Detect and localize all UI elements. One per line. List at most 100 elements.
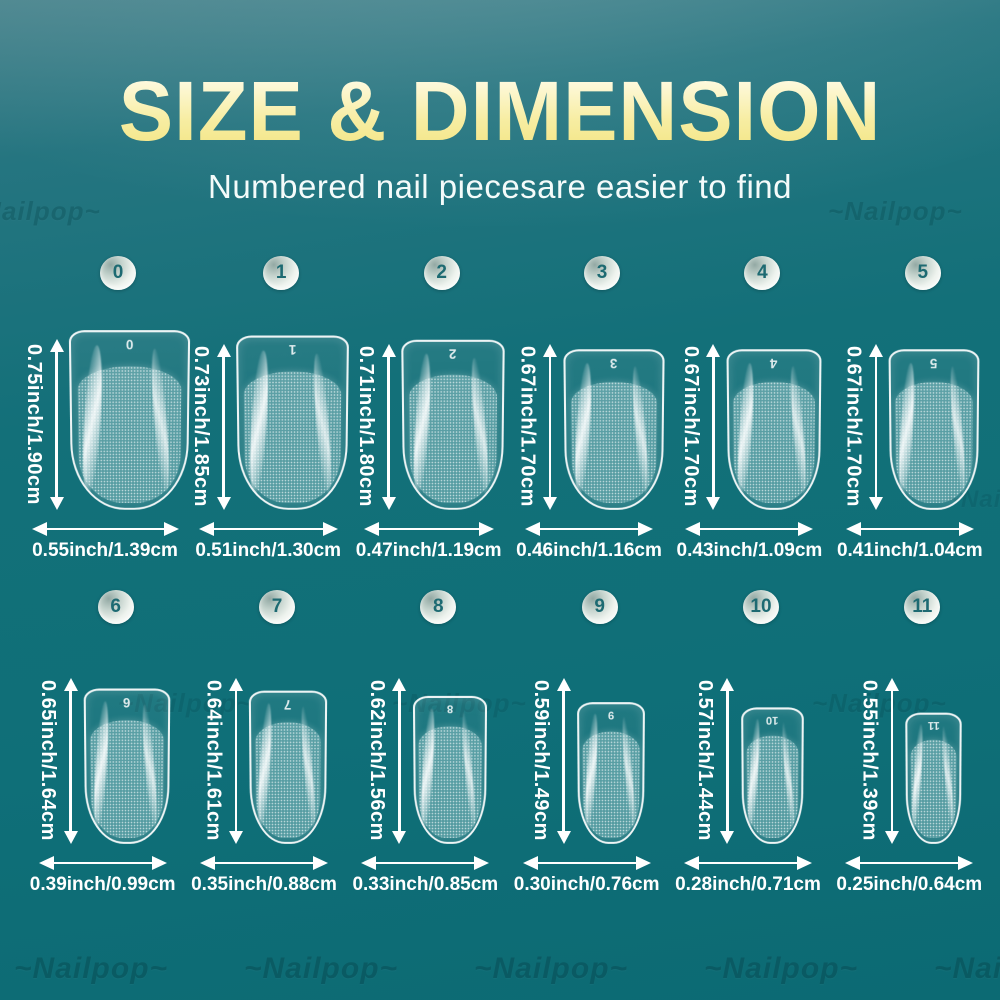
horizontal-dimension-arrow [523,856,651,870]
page-subtitle: Numbered nail piecesare easier to find [0,168,1000,206]
badge-number: 10 [750,596,771,618]
nail-printed-number: 11 [908,719,960,732]
nail-length-label: 0.67inch/1.70cm [679,344,702,510]
vertical-dimension-arrow [884,678,899,844]
nailpop-watermark: ~Nailpop~ [934,952,1000,986]
horizontal-dimension-arrow [685,522,813,536]
badge-number: 8 [433,596,444,618]
nail-length-label: 0.64inch/1.61cm [201,678,224,844]
arrowhead-down-icon [64,831,78,844]
vertical-dimension-arrow [392,678,407,844]
nail-tip: 9 [577,702,645,844]
nail-printed-number: 2 [403,346,502,362]
nail-printed-number: 4 [728,355,819,371]
arrow-line [212,528,325,531]
badge-row: 5 [843,256,1000,290]
arrow-line [235,689,238,833]
nail-printed-number: 1 [238,342,347,358]
horizontal-dimension-arrow [684,856,812,870]
badge-number: 2 [436,262,447,284]
badge-row: 3 [522,256,682,290]
nail-tip: 1 [236,335,349,509]
arrowhead-down-icon [217,497,231,510]
badge-row: 6 [35,590,196,624]
nailpop-watermark: ~Nailpop~ [244,952,398,986]
arrowhead-down-icon [720,831,734,844]
badge-number: 1 [276,262,287,284]
nail-width-label: 0.43inch/1.09cm [677,540,823,564]
nail-length-label: 0.62inch/1.56cm [365,678,388,844]
badge-row: 11 [842,590,1000,624]
arrow-line [891,689,894,833]
arrowhead-down-icon [50,497,64,510]
arrow-line [538,528,640,531]
badge-number: 0 [113,262,124,284]
nail-printed-number: 3 [565,355,662,371]
size-number-badge: 11 [904,590,940,624]
vertical-dimension-arrow [228,678,243,844]
arrow-line [712,355,715,499]
nail-length-label: 0.59inch/1.49cm [529,678,552,844]
size-number-badge: 4 [744,256,780,290]
horizontal-dimension-arrow [846,522,974,536]
arrow-line [726,689,729,833]
size-number-badge: 2 [424,256,460,290]
nail-width-label: 0.35inch/0.88cm [191,874,337,898]
size-number-badge: 5 [905,256,941,290]
nail-width-label: 0.51inch/1.30cm [195,540,341,564]
vertical-dimension-arrow [556,678,571,844]
arrow-line [374,862,476,865]
nail-printed-number: 5 [891,355,978,371]
nail-printed-number: 6 [86,695,169,711]
size-number-badge: 10 [743,590,779,624]
vertical-dimension-arrow [216,344,231,510]
nail-printed-number: 9 [579,708,643,721]
nail-size-cell: 3 0.67inch/1.70cm 3 0.46inch/1.16cm [509,256,669,564]
nail-area: 0.62inch/1.56cm 8 [365,678,486,844]
nail-width-label: 0.55inch/1.39cm [32,540,178,564]
horizontal-dimension-arrow [199,522,338,536]
vertical-dimension-arrow [63,678,78,844]
arrow-line [562,689,565,833]
horizontal-dimension-arrow [39,856,167,870]
vertical-dimension-arrow [706,344,721,510]
nail-size-cell: 9 0.59inch/1.49cm 9 0.30inch/0.76cm [506,590,667,898]
nail-row-0-5: 0 0.75inch/1.90cm 0 0.55inch/1.39cm [22,256,990,564]
nail-width-label: 0.41inch/1.04cm [837,540,983,564]
arrow-line [536,862,638,865]
horizontal-dimension-arrow [361,856,489,870]
nail-size-cell: 8 0.62inch/1.56cm 8 0.33inch/0.85cm [345,590,506,898]
nail-printed-number: 7 [251,697,325,713]
size-number-badge: 9 [582,590,618,624]
badge-row: 10 [680,590,841,624]
arrowhead-down-icon [543,497,557,510]
size-number-badge: 7 [259,590,295,624]
nailpop-watermark: ~Nailpop~ [474,952,628,986]
nail-tip: 0 [69,330,190,510]
header: SIZE & DIMENSION Numbered nail piecesare… [0,0,1000,206]
vertical-dimension-arrow [49,339,64,510]
nail-size-cell: 0 0.75inch/1.90cm 0 0.55inch/1.39cm [22,256,188,564]
arrow-line [55,350,58,499]
arrowhead-right-icon [164,522,179,536]
arrow-line [698,528,800,531]
vertical-dimension-arrow [868,344,883,510]
nailpop-watermark: ~Nailpop~ [704,952,858,986]
nail-printed-number: 8 [415,702,485,715]
nail-tip: 7 [249,690,327,843]
nail-length-label: 0.67inch/1.70cm [841,344,864,510]
vertical-dimension-arrow [543,344,558,510]
nail-tip: 2 [401,340,505,510]
badge-row: 0 [35,256,201,290]
arrowhead-right-icon [958,856,973,870]
badge-number: 6 [110,596,121,618]
arrow-line [222,355,225,499]
nail-area: 0.67inch/1.70cm 4 [679,344,820,510]
nail-size-cell: 7 0.64inch/1.61cm 7 0.35inch/0.88cm [183,590,344,898]
nail-area: 0.59inch/1.49cm 9 [529,678,644,844]
horizontal-dimension-arrow [525,522,653,536]
nail-width-label: 0.46inch/1.16cm [516,540,662,564]
page-title: SIZE & DIMENSION [119,72,881,152]
nailpop-watermark: ~Nailpop~ [14,952,168,986]
nail-length-label: 0.57inch/1.44cm [693,678,716,844]
